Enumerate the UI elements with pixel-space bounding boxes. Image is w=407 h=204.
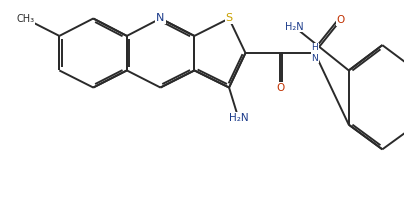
Text: H
N: H N bbox=[311, 43, 318, 63]
Text: N: N bbox=[156, 13, 164, 23]
Text: O: O bbox=[276, 83, 284, 93]
Text: H₂N: H₂N bbox=[285, 22, 304, 32]
Text: O: O bbox=[337, 15, 345, 25]
Text: H₂N: H₂N bbox=[229, 113, 248, 123]
Text: S: S bbox=[225, 13, 233, 23]
Text: CH₃: CH₃ bbox=[17, 14, 35, 24]
